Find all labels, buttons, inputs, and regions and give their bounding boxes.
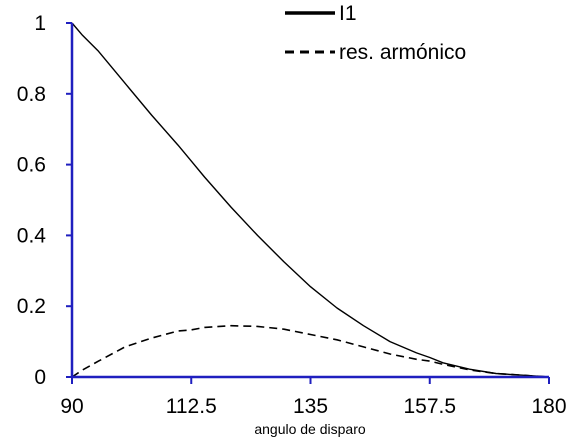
x-tick-labels: 90 112.5 135 157.5 180 <box>60 395 566 418</box>
legend-label: I1 <box>339 2 357 25</box>
x-tick-label: 112.5 <box>166 395 217 418</box>
y-tick-label: 0.4 <box>17 224 47 247</box>
x-tick-label: 180 <box>531 395 566 418</box>
plot-lines <box>71 22 550 378</box>
legend: I1 res. armónico <box>285 2 466 64</box>
series-line-res-armonico <box>71 324 550 378</box>
y-tick-label: 1 <box>34 12 46 35</box>
y-tick-label: 0 <box>34 366 46 389</box>
y-tick-labels: 0 0.2 0.4 0.6 0.8 1 <box>17 12 47 389</box>
y-tick-label: 0.6 <box>17 154 46 177</box>
x-tick-label: 135 <box>293 395 328 418</box>
x-tick-label: 90 <box>60 395 83 418</box>
axes <box>66 22 550 384</box>
series-line-i1 <box>71 22 550 378</box>
legend-label: res. armónico <box>339 41 466 64</box>
x-tick-label: 157.5 <box>403 395 456 418</box>
y-tick-label: 0.2 <box>17 295 46 318</box>
x-axis-label: angulo de disparo <box>254 421 366 437</box>
y-tick-label: 0.8 <box>17 83 46 106</box>
